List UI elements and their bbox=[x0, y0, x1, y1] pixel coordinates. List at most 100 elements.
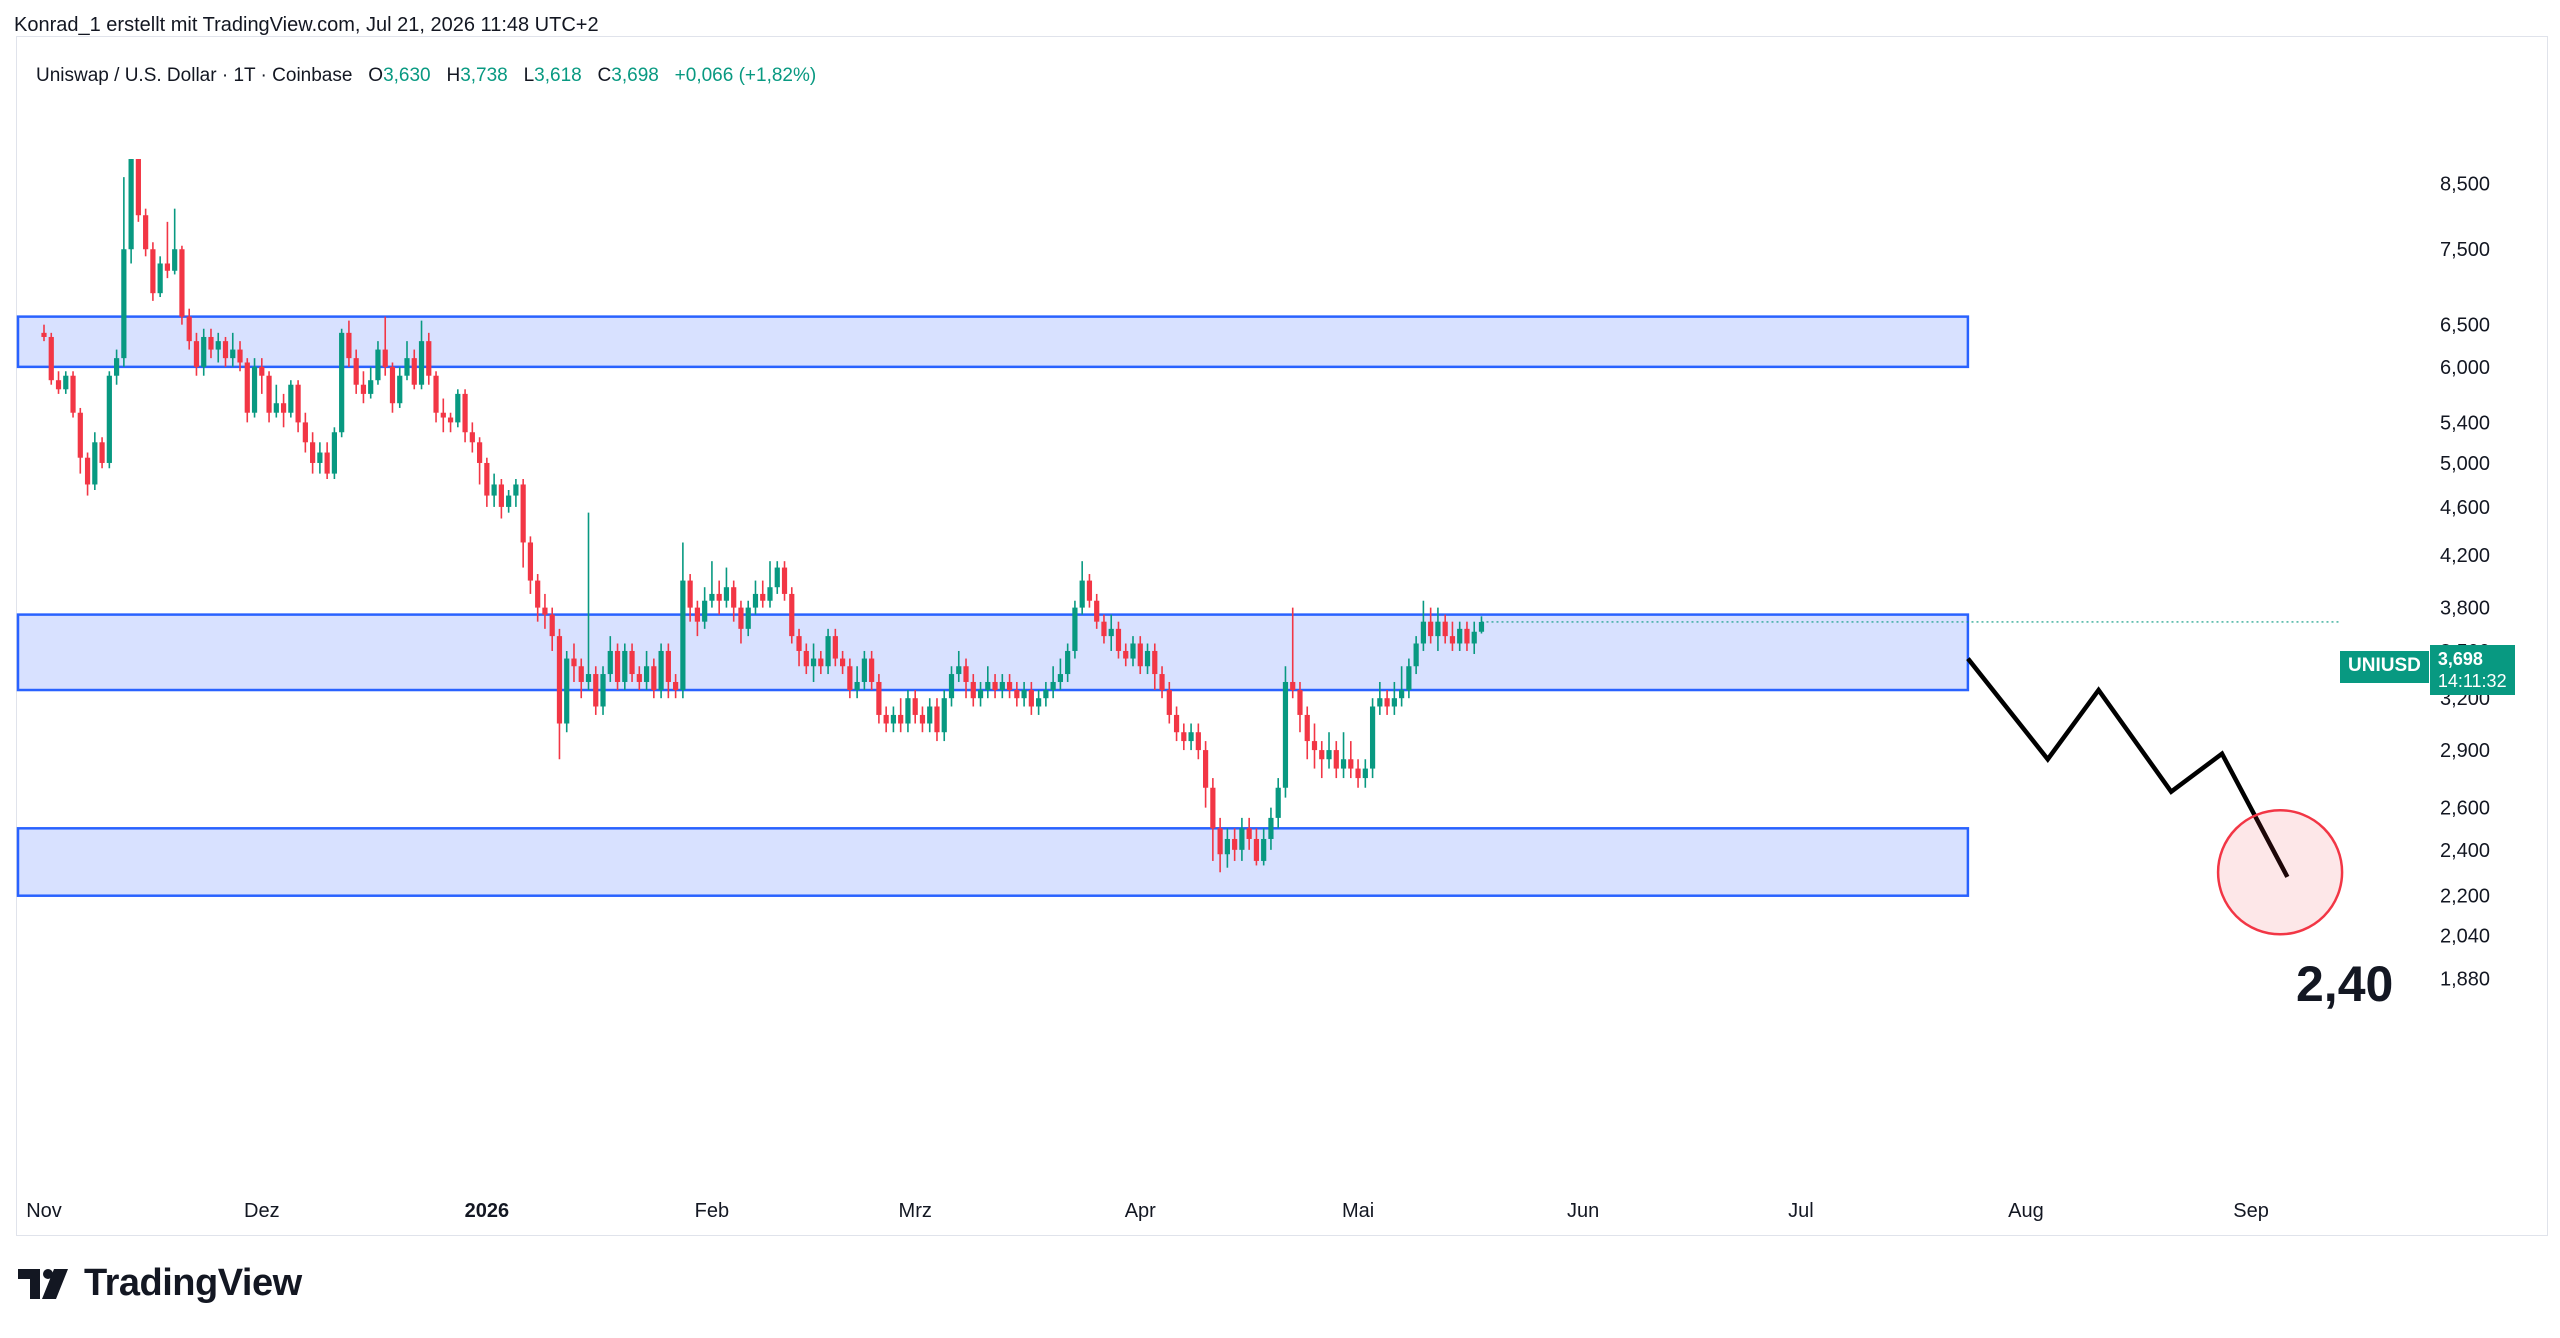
candle-body bbox=[1166, 690, 1172, 715]
candle-body bbox=[673, 681, 679, 691]
candle-body bbox=[346, 332, 352, 359]
y-tick-label: 4,600 bbox=[2440, 497, 2490, 519]
candle-body bbox=[150, 249, 156, 294]
candle-body bbox=[1413, 643, 1419, 667]
candle-body bbox=[469, 432, 475, 443]
candle-body bbox=[840, 658, 846, 667]
candle-body bbox=[600, 674, 606, 707]
open-value: 3,630 bbox=[383, 65, 431, 86]
projection-layer bbox=[1966, 657, 2344, 936]
candle-body bbox=[1290, 681, 1296, 691]
candle-body bbox=[1173, 714, 1180, 733]
candle-body bbox=[883, 714, 889, 724]
candle-body bbox=[651, 666, 657, 691]
candle-body bbox=[1369, 706, 1376, 769]
candle-body bbox=[970, 681, 976, 699]
candle-body bbox=[1006, 681, 1013, 691]
brand-name: TradingView bbox=[84, 1262, 302, 1304]
chart-credit: Konrad_1 erstellt mit TradingView.com, J… bbox=[14, 14, 599, 36]
candle-body bbox=[462, 393, 468, 433]
candle-body bbox=[368, 380, 374, 394]
candle-body bbox=[687, 580, 693, 608]
candle-body bbox=[1253, 838, 1260, 861]
candle-body bbox=[1464, 628, 1470, 644]
candle-body bbox=[709, 593, 715, 601]
candle-body bbox=[1203, 750, 1209, 788]
candle-body bbox=[636, 674, 642, 682]
candle-body bbox=[665, 650, 671, 682]
candle-body bbox=[1115, 628, 1122, 651]
x-tick-label: 2026 bbox=[465, 1200, 510, 1222]
candle-body bbox=[302, 422, 308, 443]
y-tick-label: 2,600 bbox=[2440, 798, 2490, 820]
candle-body bbox=[847, 666, 853, 691]
candle-body bbox=[172, 249, 178, 271]
candle-body bbox=[70, 375, 76, 413]
candle-body bbox=[1457, 628, 1463, 644]
candle-body bbox=[876, 681, 882, 715]
candle-body bbox=[1181, 732, 1187, 742]
candle-body bbox=[55, 380, 62, 390]
x-tick-label: Jul bbox=[1788, 1200, 1814, 1222]
candle-body bbox=[1297, 690, 1303, 715]
candle-body bbox=[1065, 650, 1071, 675]
candle-body bbox=[157, 263, 163, 294]
candle-body bbox=[484, 462, 490, 496]
candle-body bbox=[912, 698, 918, 715]
tradingview-brand[interactable]: TradingView bbox=[18, 1262, 302, 1305]
x-tick-label: Sep bbox=[2233, 1200, 2269, 1222]
candle-body bbox=[977, 690, 984, 699]
last-price-badge: UNIUSD 3,698 14:11:32 bbox=[2340, 645, 2515, 695]
candle-body bbox=[738, 607, 744, 629]
candle-body bbox=[404, 358, 410, 376]
candle-body bbox=[622, 650, 628, 682]
candle-body bbox=[1057, 674, 1063, 682]
candle-body bbox=[927, 706, 933, 724]
open-label: O bbox=[368, 65, 384, 86]
projection-path bbox=[1966, 657, 2290, 878]
y-tick-label: 7,500 bbox=[2440, 239, 2490, 261]
high-value: 3,738 bbox=[460, 65, 508, 86]
candle-body bbox=[723, 587, 730, 601]
candle-body bbox=[1101, 621, 1107, 637]
candle-body bbox=[934, 706, 940, 733]
candle-body bbox=[520, 484, 526, 543]
symbol-name: Uniswap / U.S. Dollar · 1T · Coinbase bbox=[36, 65, 353, 86]
y-tick-label: 2,200 bbox=[2440, 886, 2490, 908]
x-tick-label: Jun bbox=[1567, 1200, 1599, 1222]
candle-body bbox=[397, 375, 403, 404]
candle-body bbox=[716, 593, 722, 601]
candle-body bbox=[477, 442, 483, 463]
candle-body bbox=[513, 484, 519, 496]
candle-body bbox=[1028, 690, 1034, 707]
candle-body bbox=[854, 681, 860, 691]
target-circle bbox=[2216, 809, 2344, 936]
candle-body bbox=[760, 593, 766, 601]
candle-body bbox=[956, 666, 962, 675]
high-label: H bbox=[446, 65, 461, 86]
candle-body bbox=[1384, 698, 1390, 707]
candle-body bbox=[992, 681, 998, 691]
candle-body bbox=[861, 658, 867, 682]
candle-body bbox=[1340, 759, 1347, 769]
low-label: L bbox=[523, 65, 535, 86]
target-label: 2,40 bbox=[2296, 956, 2393, 1012]
candle-body bbox=[1275, 787, 1281, 818]
candle-body bbox=[1094, 600, 1100, 622]
candle-body bbox=[1282, 681, 1289, 788]
candle-body bbox=[114, 358, 120, 376]
zone-3 bbox=[16, 827, 1970, 897]
candle-body bbox=[702, 600, 708, 622]
candle-body bbox=[498, 484, 504, 507]
candle-body bbox=[745, 607, 751, 629]
candle-body bbox=[331, 432, 337, 474]
candle-body bbox=[324, 452, 330, 474]
x-tick-label: Feb bbox=[695, 1200, 729, 1222]
candle-body bbox=[941, 698, 947, 733]
candle-body bbox=[1239, 828, 1245, 850]
candle-body bbox=[1130, 643, 1136, 659]
candle-body bbox=[288, 384, 294, 413]
candle-body bbox=[1036, 698, 1042, 707]
candle-body bbox=[1406, 666, 1412, 691]
